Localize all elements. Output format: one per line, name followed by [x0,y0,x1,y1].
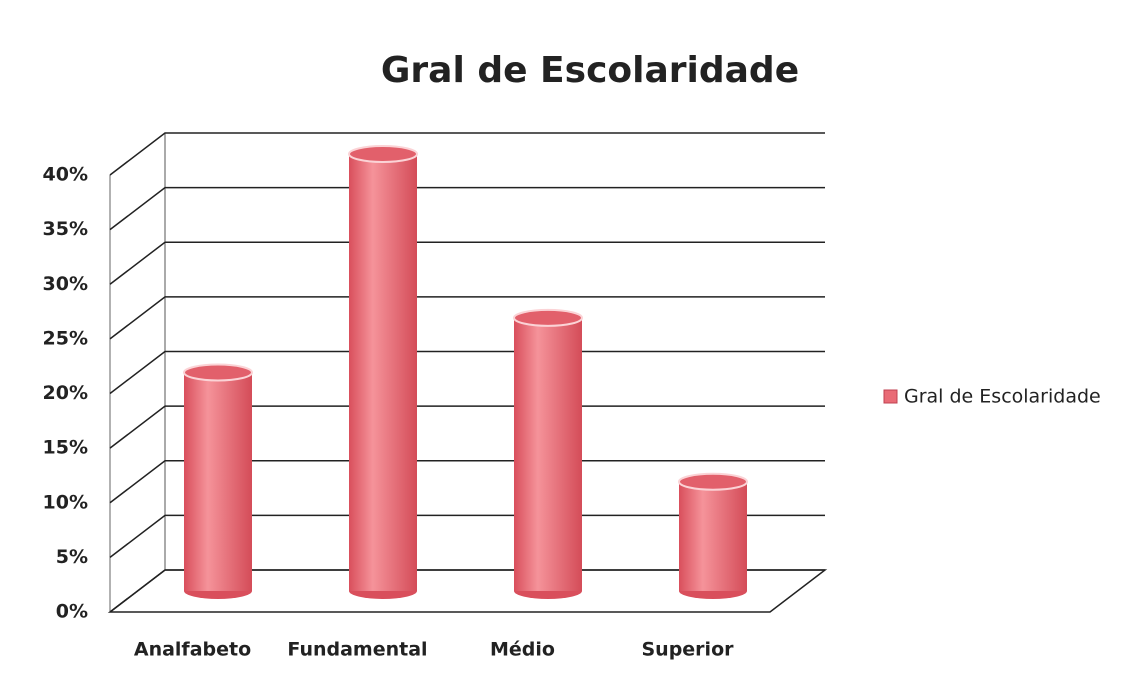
grid-line [109,132,825,176]
bar [514,317,582,591]
grid-line [109,569,825,613]
x-tick-label: Superior [641,639,734,661]
legend-label: Gral de Escolaridade [904,386,1101,408]
y-tick-label: 35% [43,218,88,240]
y-tick-label: 25% [43,327,88,349]
x-tick-label: Analfabeto [134,639,251,661]
grid-line [109,296,825,340]
y-tick-label: 15% [43,437,88,459]
bar [679,481,747,591]
y-tick-label: 30% [43,273,88,295]
bar-top [183,363,253,382]
grid-line [109,350,825,395]
grid-line [109,405,825,449]
bar-top [513,308,583,327]
bar [184,372,252,591]
x-tick-label: Fundamental [287,639,427,661]
grid-line [109,460,825,504]
y-tick-label: 40% [43,164,88,186]
y-tick-label: 5% [56,546,88,568]
y-tick-label: 20% [43,382,88,404]
y-tick-label: 0% [56,601,88,623]
grid-line [109,241,825,285]
bar-top [348,145,418,163]
bar [349,154,417,591]
grid-line [109,514,825,558]
legend-swatch [883,389,898,404]
bar-top [678,472,748,491]
chart-title: Gral de Escolaridade [381,50,799,91]
y-tick-label: 10% [43,491,88,513]
grid-line [109,186,825,231]
x-tick-label: Médio [490,639,555,661]
